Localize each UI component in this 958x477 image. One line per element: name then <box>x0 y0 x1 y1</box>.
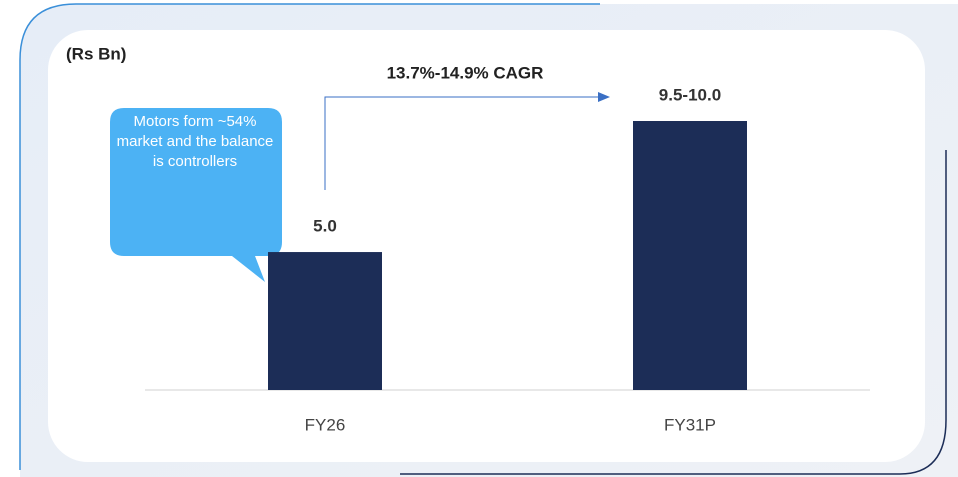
bar <box>268 252 382 390</box>
cagr-annotation: 13.7%-14.9% CAGR <box>387 63 544 82</box>
panel-border <box>19 3 600 470</box>
arrow-head <box>598 92 610 102</box>
bar <box>633 121 747 390</box>
x-tick-label: FY26 <box>305 415 346 434</box>
x-tick-label: FY31P <box>664 415 716 434</box>
cagr-arrow <box>324 96 600 190</box>
value-label: 9.5-10.0 <box>659 85 721 104</box>
callout-bubble <box>110 108 282 282</box>
panel-border <box>400 150 947 475</box>
unit-label: (Rs Bn) <box>66 44 126 63</box>
callout-text: Motors form ~54% market and the balance … <box>116 113 274 170</box>
value-label: 5.0 <box>313 217 337 236</box>
